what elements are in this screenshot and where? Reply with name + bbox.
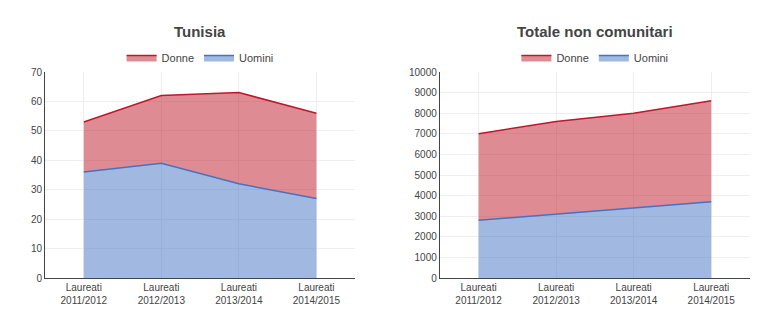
svg-text:60: 60	[31, 96, 43, 107]
svg-text:Uomini: Uomini	[239, 52, 273, 64]
svg-text:Laureati2011/2012: Laureati2011/2012	[61, 282, 108, 306]
svg-text:30: 30	[31, 184, 43, 195]
svg-text:0: 0	[36, 273, 42, 284]
svg-text:Donne: Donne	[556, 52, 588, 64]
svg-text:Laureati2013/2014: Laureati2013/2014	[215, 282, 263, 306]
svg-text:10: 10	[31, 243, 43, 254]
svg-text:Laureati2012/2013: Laureati2012/2013	[138, 282, 186, 306]
svg-text:4000: 4000	[415, 190, 438, 201]
svg-text:10000: 10000	[409, 67, 437, 78]
svg-text:Donne: Donne	[162, 52, 194, 64]
svg-text:20: 20	[31, 214, 43, 225]
svg-text:50: 50	[31, 125, 43, 136]
svg-text:3000: 3000	[415, 211, 438, 222]
svg-text:Totale non comunitari: Totale non comunitari	[517, 23, 673, 40]
svg-text:0: 0	[431, 273, 437, 284]
svg-text:40: 40	[31, 155, 43, 166]
svg-text:1000: 1000	[415, 252, 438, 263]
svg-text:Laureati2014/2015: Laureati2014/2015	[293, 282, 341, 306]
svg-text:2000: 2000	[415, 231, 438, 242]
svg-text:Laureati2013/2014: Laureati2013/2014	[610, 282, 658, 306]
svg-text:9000: 9000	[415, 87, 438, 98]
svg-text:Laureati2014/2015: Laureati2014/2015	[688, 282, 736, 306]
svg-text:7000: 7000	[415, 128, 438, 139]
svg-text:Uomini: Uomini	[634, 52, 668, 64]
svg-text:6000: 6000	[415, 149, 438, 160]
svg-text:8000: 8000	[415, 108, 438, 119]
svg-text:5000: 5000	[415, 170, 438, 181]
svg-text:Laureati2011/2012: Laureati2011/2012	[455, 282, 502, 306]
svg-text:Tunisia: Tunisia	[174, 23, 226, 40]
svg-text:70: 70	[31, 67, 43, 78]
svg-text:Laureati2012/2013: Laureati2012/2013	[532, 282, 580, 306]
